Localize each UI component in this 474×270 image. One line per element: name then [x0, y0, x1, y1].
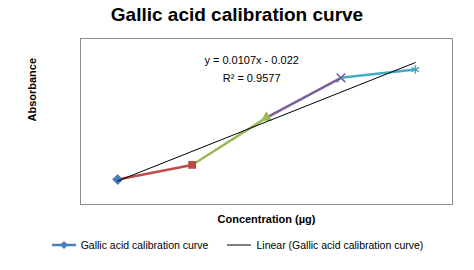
- svg-text:Absorbance: Absorbance: [26, 58, 38, 122]
- html-text:Gallic acid calibration curve: Gallic acid calibration curve: [110, 4, 364, 25]
- svg-text:Concentration (µg): Concentration (µg): [218, 213, 316, 225]
- html-text:Linear (Gallic acid calibratio: Linear (Gallic acid calibration curve): [256, 239, 424, 251]
- html-text:Gallic acid calibration curve: Gallic acid calibration curve: [80, 239, 209, 251]
- svg-text:R² = 0.9577: R² = 0.9577: [223, 72, 281, 84]
- svg-text:y = 0.0107x - 0.022: y = 0.0107x - 0.022: [204, 54, 298, 66]
